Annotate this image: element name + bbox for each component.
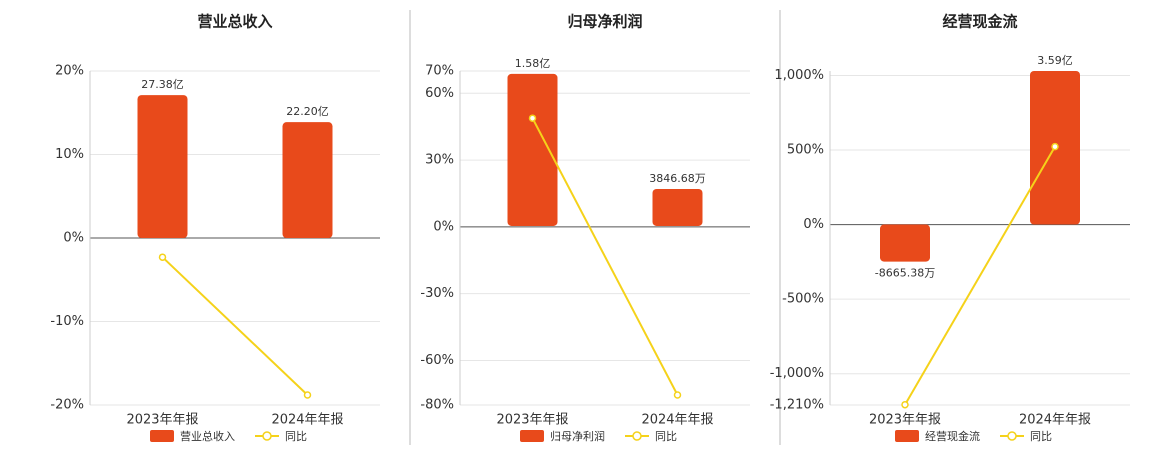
y-tick-label: -20% [50, 398, 84, 413]
legend-swatch [895, 430, 919, 442]
x-tick-label: 2024年年报 [271, 413, 343, 428]
legend-label: 归母净利润 [550, 429, 605, 443]
legend-label: 同比 [1030, 430, 1052, 443]
y-tick-label: -10% [50, 314, 84, 329]
y-tick-label: 30% [425, 153, 454, 168]
y-tick-label: 0% [803, 217, 824, 232]
y-tick-label: -60% [420, 353, 454, 368]
y-tick-label: 20% [55, 64, 84, 79]
legend-label: 经营现金流 [925, 429, 980, 443]
line-point [303, 391, 312, 399]
chart-title: 经营现金流 [942, 13, 1017, 31]
x-tick-label: 2023年年报 [496, 413, 568, 428]
bar [652, 188, 703, 226]
line-point [1051, 142, 1059, 151]
x-tick-label: 2023年年报 [126, 413, 198, 428]
legend-swatch [1007, 431, 1017, 441]
y-tick-label: 0% [63, 231, 84, 246]
line-point [673, 391, 682, 399]
x-tick-label: 2024年年报 [1019, 413, 1091, 428]
legend-label: 营业总收入 [180, 429, 235, 443]
bar [282, 122, 333, 238]
y-tick-label: -80% [420, 398, 454, 413]
legend-label: 同比 [655, 430, 677, 443]
chart-title: 归母净利润 [567, 13, 642, 31]
legend-swatch [520, 430, 544, 442]
line [531, 117, 679, 396]
data-label: 27.38亿 [141, 78, 184, 91]
line-point [158, 253, 167, 261]
legend-swatch [262, 431, 272, 441]
line [904, 146, 1056, 406]
legend-swatch [150, 430, 174, 442]
y-tick-label: 500% [787, 143, 824, 158]
line-point [901, 400, 909, 409]
bar [507, 73, 558, 226]
x-tick-label: 2023年年报 [869, 413, 941, 428]
y-tick-label: 60% [425, 86, 454, 101]
legend-label: 同比 [285, 430, 307, 443]
x-tick-label: 2024年年报 [641, 413, 713, 428]
bar [137, 95, 188, 238]
y-tick-label: 70% [425, 64, 454, 79]
chart-title: 营业总收入 [197, 13, 272, 31]
data-label: 1.58亿 [515, 57, 551, 70]
y-tick-label: -500% [782, 292, 824, 307]
line [161, 256, 309, 396]
y-tick-label: -1,210% [770, 398, 824, 413]
data-label: 3846.68万 [649, 172, 706, 185]
data-label: 3.59亿 [1037, 54, 1073, 67]
y-tick-label: 10% [55, 147, 84, 162]
y-tick-label: 0% [433, 219, 454, 234]
data-label: -8665.38万 [875, 267, 935, 280]
line-point [528, 114, 537, 122]
legend-swatch [632, 431, 642, 441]
bar [880, 224, 930, 262]
y-tick-label: -1,000% [770, 366, 824, 381]
data-label: 22.20亿 [286, 105, 329, 118]
y-tick-label: -30% [420, 286, 454, 301]
y-tick-label: 1,000% [774, 68, 824, 83]
